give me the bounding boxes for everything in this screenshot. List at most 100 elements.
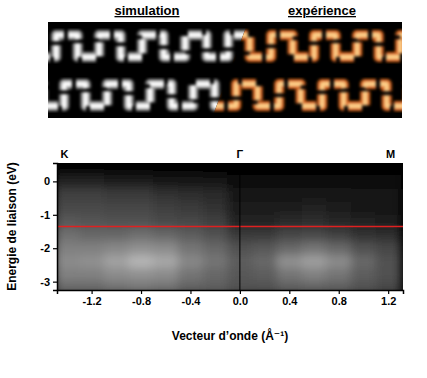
tick-mark	[53, 282, 57, 283]
reference-line	[239, 163, 240, 290]
heatmap-cell	[203, 175, 228, 189]
chain-inner	[16, 84, 427, 106]
heatmap-cell	[79, 282, 104, 290]
tick-label: 0	[44, 175, 50, 187]
heatmap-cell	[79, 228, 104, 242]
heatmap-cell	[129, 163, 154, 175]
heatmap-cell	[351, 228, 376, 242]
heatmap-cell	[79, 175, 104, 189]
heatmap-cell	[104, 201, 129, 215]
heatmap-cell	[302, 282, 327, 290]
heatmap-cell	[104, 188, 129, 202]
heatmap-cell	[57, 188, 80, 202]
tick-mark	[289, 290, 290, 294]
heatmap-cell	[351, 201, 376, 215]
heatmap-cell	[57, 255, 80, 269]
heatmap-cell	[351, 242, 376, 256]
axis-line	[58, 291, 404, 295]
heatmap-cell	[178, 282, 203, 290]
tick: 0.8	[332, 290, 347, 307]
heatmap-cell	[351, 175, 376, 189]
reference-line	[57, 226, 403, 228]
tick-mark	[53, 181, 57, 182]
heatmap-cell	[277, 201, 302, 215]
heatmap-cell	[376, 242, 401, 256]
heatmap-cell	[252, 268, 277, 282]
heatmap-cell	[277, 175, 302, 189]
heatmap-cell	[203, 242, 228, 256]
heatmap-cell	[57, 163, 80, 175]
heatmap-cell	[351, 282, 376, 290]
point-label: K	[60, 148, 68, 160]
heatmap-cell	[351, 255, 376, 269]
tick-label: 0.8	[332, 295, 347, 307]
heatmap-cell	[277, 282, 302, 290]
heatmap-cell	[178, 268, 203, 282]
heatmap-cell	[252, 201, 277, 215]
tick-label: -3	[40, 276, 50, 288]
heatmap-cell	[326, 228, 351, 242]
heatmap-cell	[153, 228, 178, 242]
heatmap-cell	[252, 175, 277, 189]
tick-mark	[190, 290, 191, 294]
heatmap-cell	[178, 163, 203, 175]
heatmap-cell	[129, 282, 154, 290]
heatmap-cell	[153, 255, 178, 269]
tick: -1.2	[83, 290, 102, 307]
heatmap-cell	[302, 163, 327, 175]
chain	[8, 35, 427, 57]
heatmap-cell	[277, 242, 302, 256]
heatmap-cell	[203, 228, 228, 242]
heatmap-cell	[153, 242, 178, 256]
heatmap-cell	[79, 201, 104, 215]
tick-label: -0.8	[132, 295, 151, 307]
heatmap-cell	[129, 255, 154, 269]
heatmap-cell	[57, 175, 80, 189]
heatmap-cell	[277, 255, 302, 269]
heatmap-cell	[277, 228, 302, 242]
heatmap-cell	[376, 175, 401, 189]
heatmap-cell	[302, 188, 327, 202]
heatmap-cell	[153, 282, 178, 290]
point-label: M	[386, 148, 395, 160]
heatmap-cell	[57, 228, 80, 242]
heatmap-cell	[129, 201, 154, 215]
heatmap-cell	[277, 163, 302, 175]
chain-inner	[8, 35, 427, 57]
heatmap-cell	[57, 201, 80, 215]
tick-mark	[388, 290, 389, 294]
heatmap-cell	[277, 268, 302, 282]
heatmap-cell	[326, 255, 351, 269]
heatmap-cell	[252, 228, 277, 242]
heatmap-cell	[79, 242, 104, 256]
heatmap-cell	[376, 188, 401, 202]
tick: -1	[40, 209, 57, 221]
tick-mark	[53, 215, 57, 216]
heatmap-cell	[57, 282, 80, 290]
heatmap-cell	[178, 228, 203, 242]
chain	[8, 35, 427, 57]
heatmap-cell	[104, 255, 129, 269]
heatmap-cell	[104, 242, 129, 256]
chain-outer	[16, 84, 427, 106]
tick: 0.0	[233, 290, 248, 307]
heatmap-cell	[153, 201, 178, 215]
heatmap-cell	[153, 188, 178, 202]
tick: -0.4	[181, 290, 201, 307]
heatmap-cell	[351, 163, 376, 175]
plot-area	[57, 163, 403, 290]
point-label: Γ	[237, 148, 244, 160]
heatmap-cell	[376, 201, 401, 215]
tick-label: -1.2	[83, 295, 102, 307]
heatmap-cell	[302, 201, 327, 215]
x-axis-title: Vecteur d’onde (Å⁻¹)	[172, 328, 288, 343]
heatmap-cell	[203, 201, 228, 215]
heatmap-cell	[153, 163, 178, 175]
tick-mark	[91, 290, 92, 294]
heatmap-cell	[203, 268, 228, 282]
heatmap-cell	[203, 188, 228, 202]
heatmap-cell	[302, 175, 327, 189]
heatmap-cell	[178, 175, 203, 189]
heatmap-cell	[326, 242, 351, 256]
heatmap-cell	[178, 201, 203, 215]
